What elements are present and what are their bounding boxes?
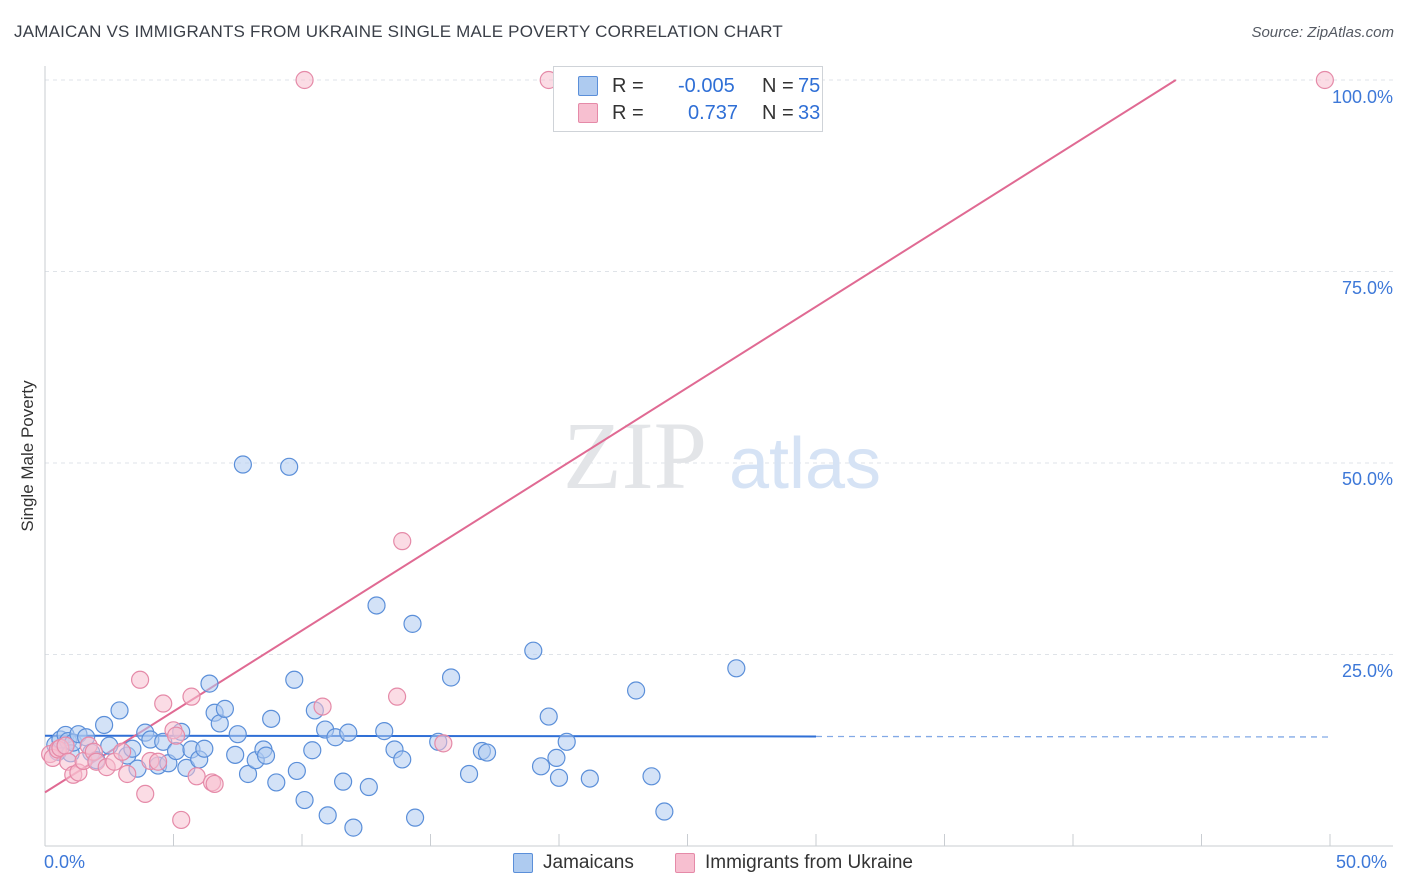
source-label: Source: ZipAtlas.com (1251, 24, 1394, 41)
chart-title: JAMAICAN VS IMMIGRANTS FROM UKRAINE SING… (14, 22, 784, 41)
x-tick-min: 0.0% (44, 852, 86, 872)
watermark-atlas: atlas (729, 424, 881, 504)
point-jamaicans (110, 701, 129, 720)
point-jamaicans (403, 614, 422, 633)
point-jamaicans (285, 670, 304, 689)
point-jamaicans (557, 732, 576, 751)
y-tick-25: 25.0% (1341, 661, 1393, 681)
point-ukraine (136, 784, 155, 804)
point-jamaicans (238, 764, 258, 784)
series-legend: Jamaicans Immigrants from Ukraine (0, 852, 1406, 876)
point-ukraine (313, 697, 332, 716)
trendline-extension-jamaicans (815, 735, 1331, 738)
points-layer (41, 70, 1334, 837)
point-jamaicans (295, 790, 314, 810)
y-tick-100: 100.0% (1331, 87, 1393, 107)
point-jamaicans (215, 699, 234, 718)
point-ukraine (434, 734, 453, 753)
legend-n-label: N = (762, 74, 794, 97)
legend-n-value: 33 (798, 101, 821, 124)
point-ukraine (56, 736, 75, 755)
point-ukraine (148, 752, 168, 771)
point-jamaicans (477, 743, 497, 762)
point-jamaicans (200, 674, 219, 693)
point-jamaicans (375, 721, 394, 741)
point-jamaicans (642, 767, 661, 786)
point-jamaicans (727, 659, 746, 678)
point-jamaicans (547, 748, 566, 768)
legend-item-ukraine[interactable]: Immigrants from Ukraine (675, 852, 913, 874)
legend-item-jamaicans[interactable]: Jamaicans (513, 852, 634, 874)
point-jamaicans (267, 773, 286, 792)
point-jamaicans (393, 750, 412, 769)
point-jamaicans (166, 741, 186, 761)
point-jamaicans (334, 772, 353, 791)
grid-layer (44, 66, 1393, 847)
legend-label-ukraine: Immigrants from Ukraine (705, 852, 913, 873)
legend-r-label: R = (612, 74, 644, 97)
point-jamaicans (524, 641, 543, 660)
watermark-zip: ZIP (563, 402, 707, 509)
legend-r-value: -0.005 (678, 74, 735, 97)
point-ukraine (387, 687, 407, 706)
point-ukraine (1315, 70, 1334, 90)
point-jamaicans (95, 715, 114, 735)
point-jamaicans (344, 818, 363, 837)
point-ukraine (182, 687, 201, 706)
point-jamaicans (195, 739, 214, 758)
legend-r-value: 0.737 (688, 101, 739, 124)
point-jamaicans (549, 768, 569, 787)
point-jamaicans (459, 764, 479, 784)
point-jamaicans (233, 455, 252, 474)
y-tick-75: 75.0% (1341, 278, 1393, 298)
legend-swatch-ukraine (578, 103, 598, 123)
point-jamaicans (318, 806, 337, 825)
point-ukraine (112, 742, 132, 761)
point-jamaicans (580, 769, 599, 788)
point-ukraine (205, 774, 224, 794)
legend-swatch-ukraine (675, 853, 695, 873)
point-jamaicans (280, 457, 299, 476)
point-jamaicans (367, 596, 386, 615)
point-ukraine (187, 767, 206, 786)
point-jamaicans (539, 707, 558, 726)
point-jamaicans (359, 777, 378, 797)
point-ukraine (393, 532, 412, 551)
legend-label-jamaicans: Jamaicans (543, 852, 634, 873)
trendline-ukraine (44, 79, 1177, 794)
stats-legend: R = -0.005 N = 75 R = 0.737 N = 33 (553, 66, 823, 132)
legend-swatch-jamaicans (513, 853, 533, 873)
point-jamaicans (303, 741, 322, 760)
point-jamaicans (256, 746, 276, 765)
point-ukraine (166, 726, 186, 745)
point-ukraine (118, 764, 137, 784)
legend-swatch-jamaicans (578, 76, 598, 96)
point-jamaicans (441, 668, 461, 687)
y-tick-50: 50.0% (1341, 469, 1393, 489)
point-jamaicans (405, 808, 425, 827)
point-jamaicans (655, 802, 674, 821)
point-jamaicans (287, 761, 306, 781)
point-jamaicans (626, 681, 646, 700)
point-ukraine (154, 694, 173, 713)
point-ukraine (130, 670, 150, 689)
point-jamaicans (531, 757, 551, 776)
point-jamaicans (262, 709, 281, 728)
point-jamaicans (339, 723, 358, 742)
point-ukraine (172, 810, 191, 830)
x-tick-max: 50.0% (1336, 852, 1388, 872)
legend-n-label: N = (762, 101, 794, 124)
point-ukraine (295, 70, 314, 90)
legend-r-label: R = (612, 101, 644, 124)
point-jamaicans (226, 745, 245, 764)
point-jamaicans (228, 725, 247, 744)
legend-n-value: 75 (798, 74, 821, 97)
